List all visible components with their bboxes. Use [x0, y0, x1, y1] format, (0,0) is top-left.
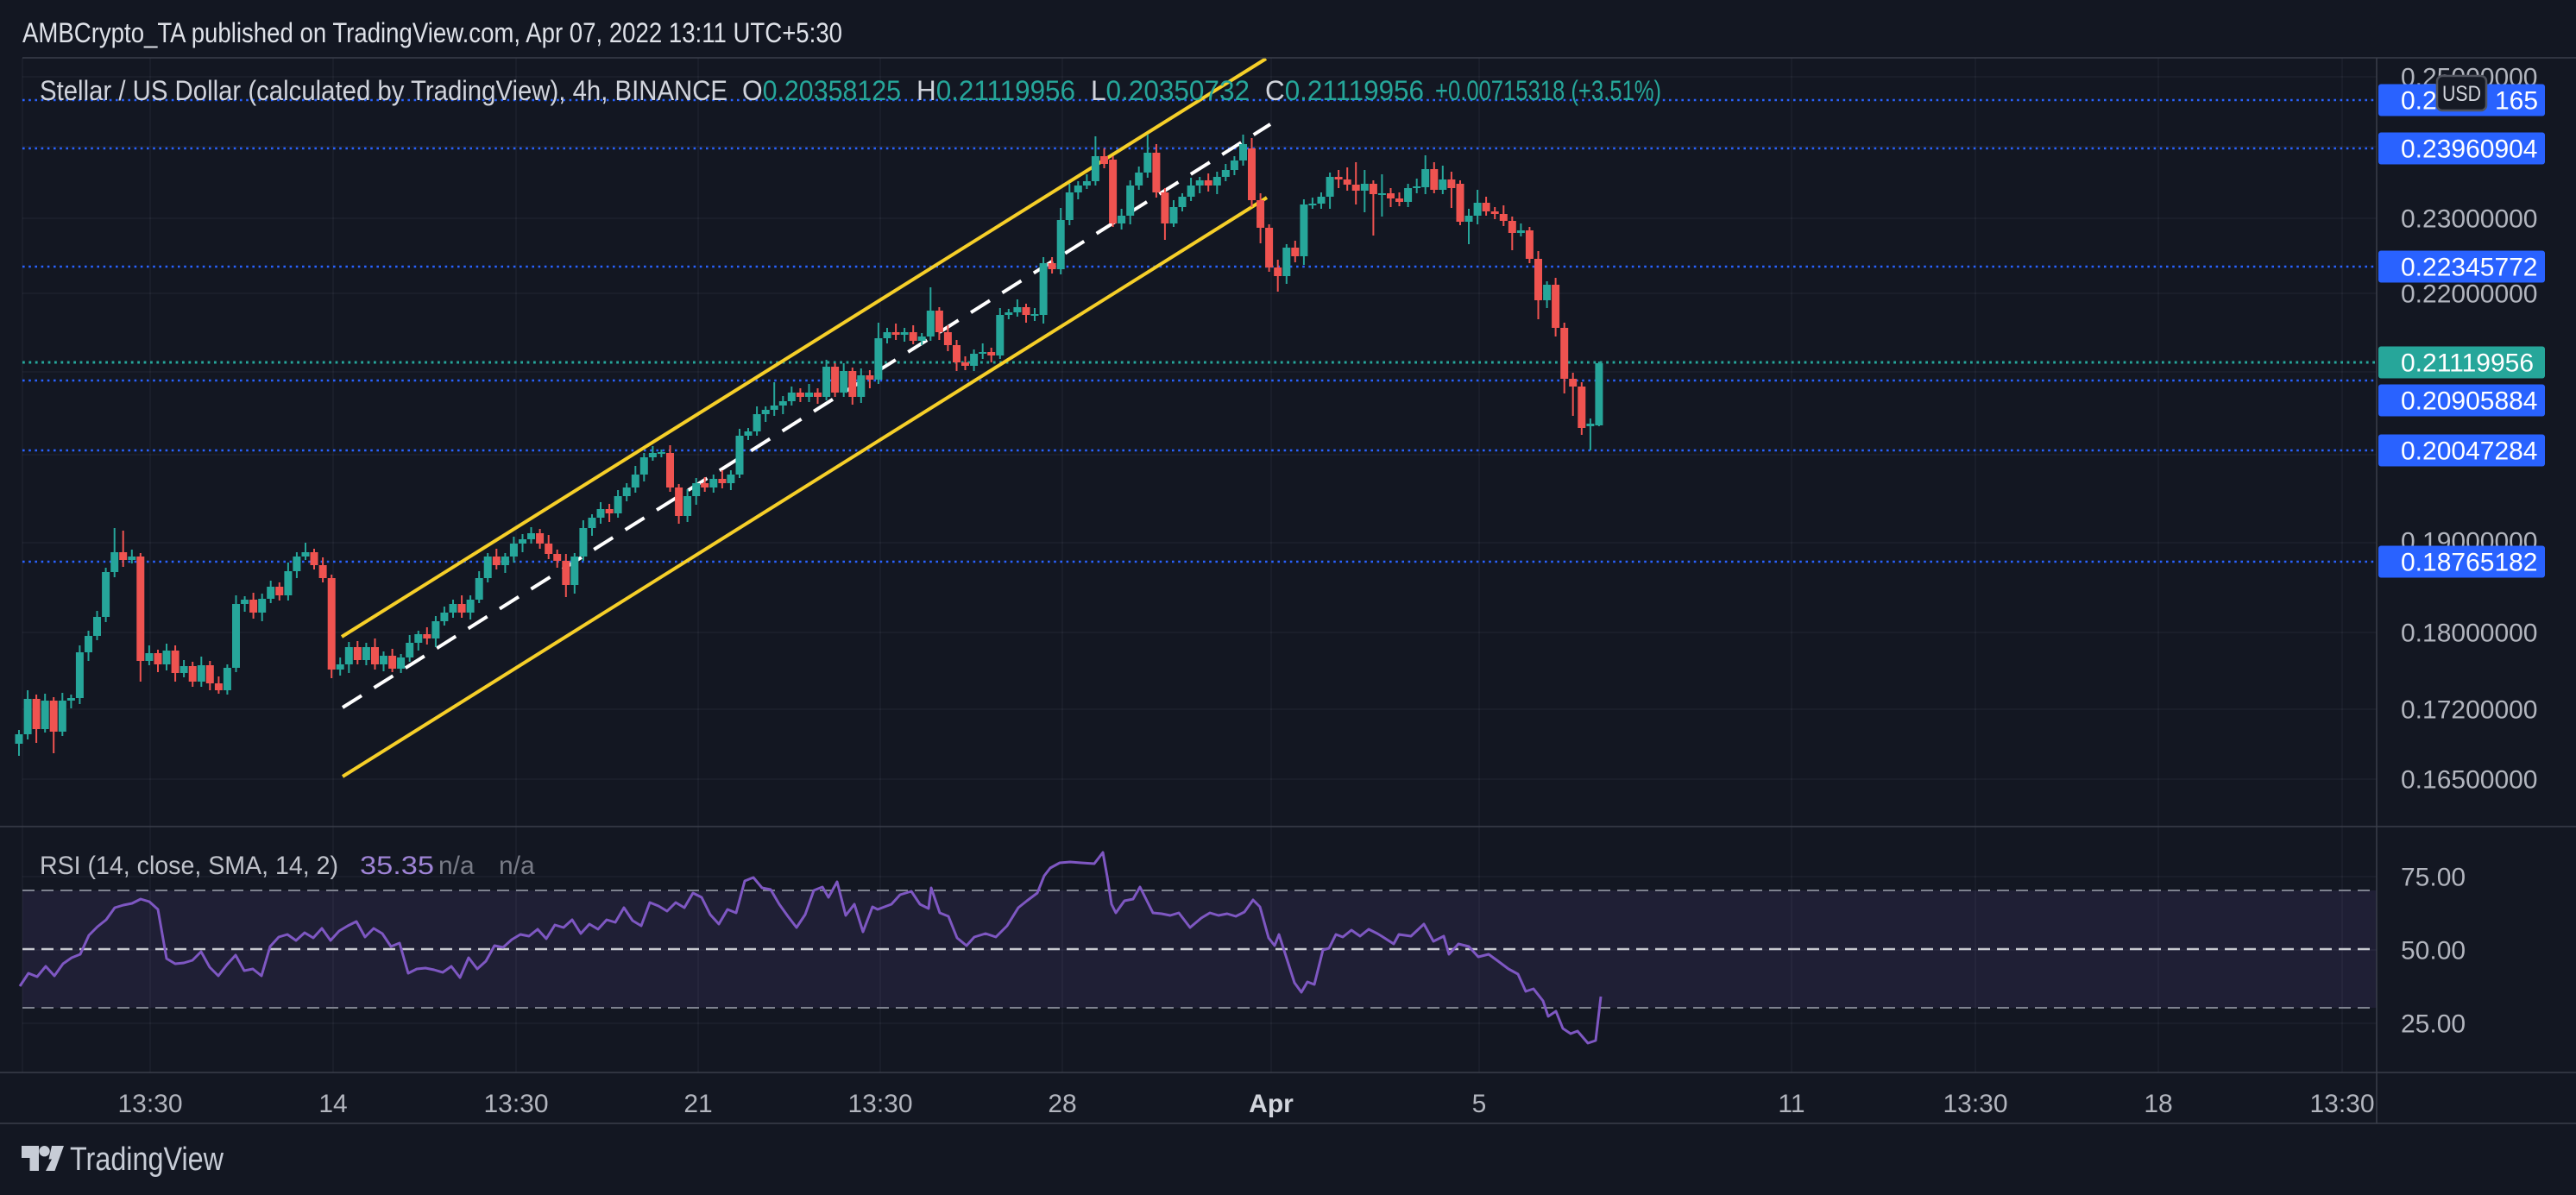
svg-text:11: 11 [1778, 1090, 1804, 1118]
svg-text:0.18765182: 0.18765182 [2401, 549, 2538, 577]
svg-text:14: 14 [318, 1090, 347, 1118]
svg-text:n/a: n/a [438, 852, 475, 880]
svg-text:165: 165 [2495, 87, 2538, 116]
svg-text:USD: USD [2442, 82, 2481, 106]
svg-text:O0.20358125: O0.20358125 [742, 75, 901, 106]
svg-text:5: 5 [1472, 1090, 1487, 1118]
svg-text:13:30: 13:30 [2309, 1090, 2374, 1118]
svg-text:0.17200000: 0.17200000 [2401, 696, 2538, 725]
svg-text:28: 28 [1048, 1090, 1076, 1118]
svg-text:L0.20350732: L0.20350732 [1091, 75, 1250, 106]
svg-text:C0.21119956: C0.21119956 [1265, 75, 1424, 106]
svg-text:13:30: 13:30 [483, 1090, 548, 1118]
svg-text:13:30: 13:30 [1943, 1090, 2007, 1118]
svg-text:0.23000000: 0.23000000 [2401, 205, 2538, 234]
svg-text:Stellar / US Dollar (calculate: Stellar / US Dollar (calculated by Tradi… [40, 75, 727, 106]
svg-text:0.22000000: 0.22000000 [2401, 280, 2538, 309]
svg-text:Apr: Apr [1249, 1090, 1294, 1118]
svg-text:75.00: 75.00 [2401, 864, 2466, 892]
svg-text:0.20047284: 0.20047284 [2401, 437, 2538, 466]
svg-text:0.18000000: 0.18000000 [2401, 620, 2538, 648]
svg-text:35.35: 35.35 [360, 852, 434, 880]
svg-text:RSI (14, close, SMA, 14, 2): RSI (14, close, SMA, 14, 2) [40, 852, 338, 880]
svg-text:13:30: 13:30 [117, 1090, 182, 1118]
svg-text:+0.00715318 (+3.51%): +0.00715318 (+3.51%) [1435, 75, 1661, 106]
svg-text:TradingView: TradingView [70, 1142, 224, 1178]
svg-text:13:30: 13:30 [847, 1090, 912, 1118]
svg-text:25.00: 25.00 [2401, 1010, 2466, 1039]
svg-text:0.2: 0.2 [2401, 87, 2437, 116]
svg-text:0.21119956: 0.21119956 [2401, 349, 2534, 378]
svg-text:0.23960904: 0.23960904 [2401, 135, 2538, 164]
svg-text:0.16500000: 0.16500000 [2401, 766, 2538, 795]
svg-text:AMBCrypto_TA published on Trad: AMBCrypto_TA published on TradingView.co… [22, 17, 842, 48]
svg-text:n/a: n/a [499, 852, 535, 880]
svg-text:H0.21119956: H0.21119956 [916, 75, 1075, 106]
svg-text:18: 18 [2144, 1090, 2172, 1118]
svg-text:0.22345772: 0.22345772 [2401, 254, 2538, 282]
svg-text:50.00: 50.00 [2401, 937, 2466, 965]
svg-text:0.20905884: 0.20905884 [2401, 387, 2538, 416]
svg-text:21: 21 [683, 1090, 712, 1118]
